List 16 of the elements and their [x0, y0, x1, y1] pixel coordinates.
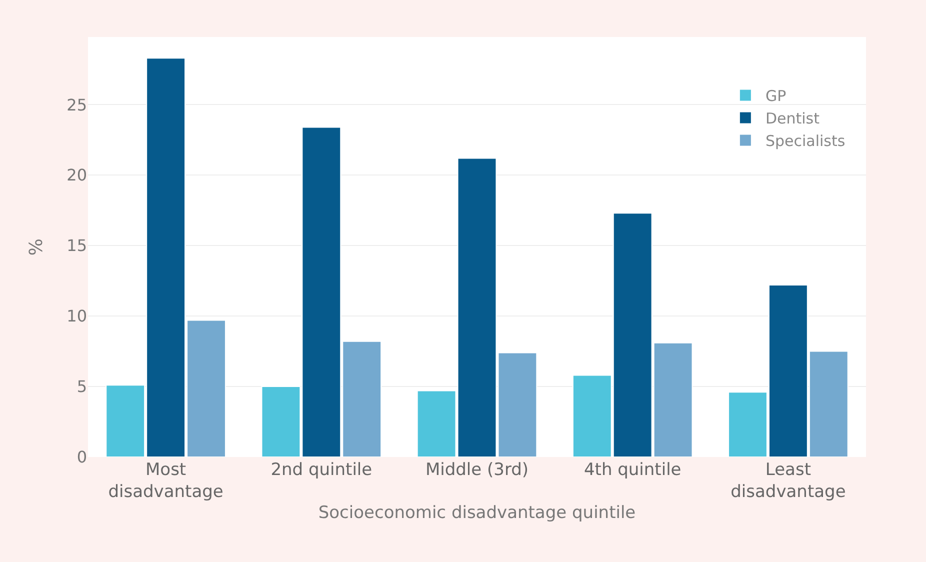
x-tick-label: 2nd quintile [270, 460, 372, 480]
y-tick-label: 0 [76, 448, 87, 467]
legend-label: Dentist [765, 110, 820, 128]
y-tick-label: 20 [66, 166, 87, 185]
x-tick-label: Most disadvantage [108, 460, 224, 502]
x-tick-label: Least disadvantage [730, 460, 846, 502]
x-tick-label: Middle (3rd) [425, 460, 529, 480]
y-axis-title: % [26, 238, 47, 256]
y-tick-label: 15 [66, 236, 87, 256]
legend-label: Specialists [765, 132, 846, 150]
y-tick-label: 10 [66, 306, 87, 326]
x-tick-label: 4th quintile [584, 460, 682, 480]
legend-label: GP [765, 87, 786, 106]
x-axis-title: Socioeconomic disadvantage quintile [318, 503, 636, 523]
y-tick-label: 5 [76, 377, 87, 396]
y-tick-label: 25 [66, 95, 87, 114]
